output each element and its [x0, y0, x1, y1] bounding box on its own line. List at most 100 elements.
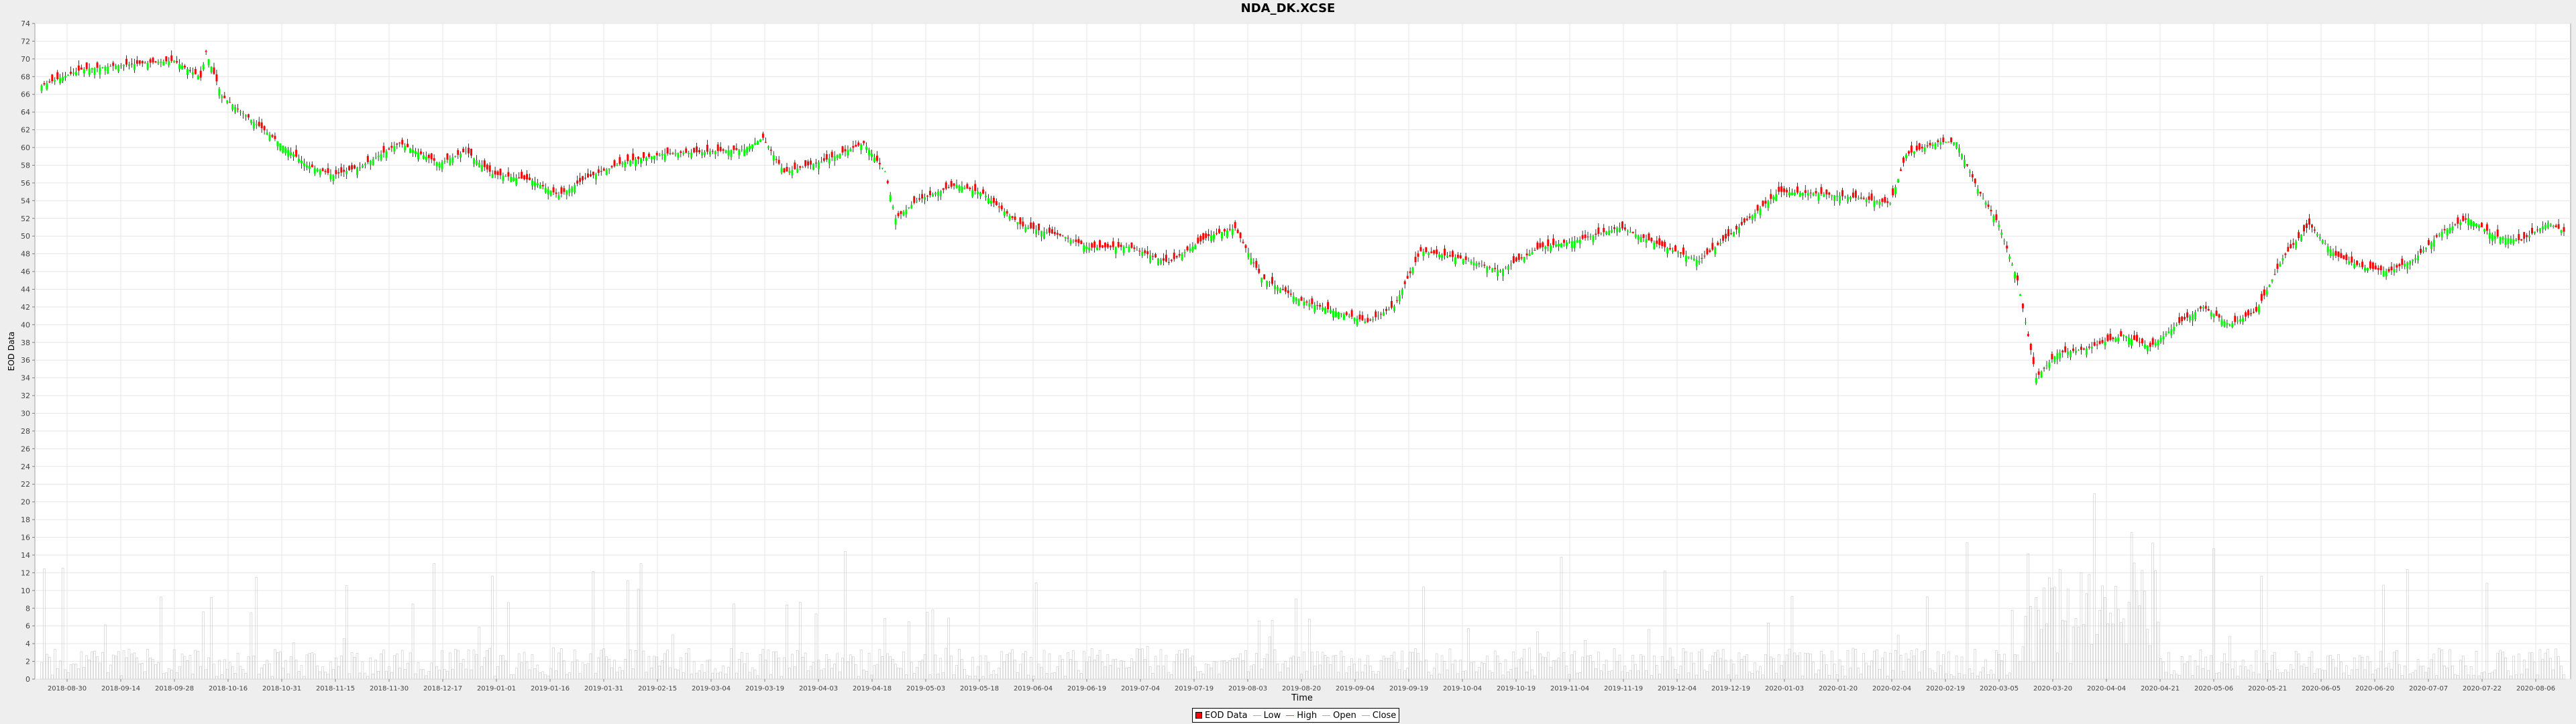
volume-bar [857, 676, 860, 680]
volume-bar [1369, 665, 1372, 680]
volume-bar [1496, 656, 1499, 680]
candle-up [663, 154, 666, 161]
volume-bar [1067, 652, 1069, 680]
candle-up [99, 67, 101, 74]
candle-down [555, 192, 557, 194]
volume-bar [1260, 668, 1263, 680]
volume-bar [133, 652, 136, 680]
volume-bar [2316, 668, 2319, 680]
candle-up [971, 190, 974, 197]
candle-down [1345, 312, 1348, 315]
volume-bar [1823, 654, 1825, 680]
volume-bar [1888, 653, 1892, 680]
candle-up [2128, 337, 2131, 345]
candle-down [354, 165, 356, 169]
candle-up [1497, 269, 1499, 277]
volume-bar [1257, 620, 1260, 680]
candle-down [1080, 241, 1083, 245]
candle-up [62, 76, 64, 81]
volume-bar [1570, 654, 1574, 680]
volume-bar [236, 653, 239, 680]
volume-bar [1247, 671, 1250, 680]
volume-bar [393, 655, 396, 680]
candle-up [788, 170, 791, 174]
volume-bar [1250, 665, 1252, 680]
volume-bar [2244, 666, 2247, 680]
volume-bar [963, 668, 966, 680]
volume-bar [319, 671, 321, 680]
volume-bar [2340, 662, 2343, 680]
volume-bar [274, 649, 276, 680]
volume-bar [881, 656, 884, 680]
volume-bar [1207, 664, 1210, 680]
candle-down [1464, 256, 1467, 260]
volume-bar [2162, 662, 2165, 680]
volume-bar [544, 674, 547, 680]
candle-up [977, 192, 979, 194]
candle-up [2318, 237, 2321, 239]
candle-down [1228, 229, 1231, 230]
candle-down [1764, 200, 1767, 204]
volume-bar [1411, 652, 1414, 680]
y-tick-label: 36 [21, 356, 30, 365]
candle-up [1122, 247, 1125, 253]
candle-down [2306, 223, 2308, 229]
volume-bar [2396, 650, 2398, 680]
candle-up [250, 119, 252, 123]
volume-bar [441, 650, 443, 680]
candle-down [1417, 253, 1419, 257]
candle-down [1361, 315, 1364, 320]
candle-down [1656, 240, 1658, 244]
candle-down [1102, 245, 1104, 247]
candle-up [2279, 263, 2282, 267]
volume-bar [2504, 658, 2507, 680]
volume-bar [536, 664, 539, 680]
candle-up [449, 158, 451, 166]
volume-bar [356, 653, 359, 680]
candle-down [2351, 256, 2353, 263]
volume-bar [1337, 672, 1340, 680]
volume-bar [1828, 674, 1831, 680]
volume-bar [2178, 675, 2181, 680]
candle-up [478, 162, 480, 168]
candle-up [2165, 333, 2167, 335]
volume-bar [743, 663, 746, 680]
volume-bar [812, 662, 815, 680]
volume-bar [1634, 664, 1637, 680]
candle-up [2167, 331, 2170, 334]
volume-bar [1425, 660, 1428, 680]
volume-bar [680, 657, 682, 680]
volume-bar [1825, 664, 1828, 680]
candle-down [2215, 310, 2218, 316]
candle-up [1035, 229, 1038, 235]
candle-down [165, 56, 168, 62]
volume-bar [2387, 663, 2390, 680]
volume-bar [539, 672, 542, 680]
candle-up [1337, 312, 1340, 319]
candle-up [1502, 269, 1504, 276]
volume-bar [886, 653, 890, 680]
volume-bar [1640, 654, 1642, 680]
candle-up [1693, 259, 1695, 261]
candle-up [1393, 306, 1395, 311]
volume-bar [109, 664, 112, 680]
volume-bar [1626, 672, 1629, 680]
candle-up [2477, 225, 2480, 228]
volume-bar [1957, 673, 1961, 680]
candle-down [974, 184, 977, 191]
volume-bar [2135, 591, 2139, 680]
candle-down [48, 81, 51, 82]
volume-bar [446, 670, 449, 680]
candle-up [955, 184, 958, 188]
candle-down [1512, 256, 1515, 263]
candle-down [1048, 227, 1051, 233]
candle-down [529, 177, 531, 180]
candle-up [2196, 310, 2199, 312]
volume-bar [289, 656, 292, 680]
volume-bar [1796, 655, 1799, 680]
candle-down [1828, 192, 1831, 195]
volume-bar [358, 672, 362, 680]
candle-down [597, 169, 600, 173]
volume-bar [2406, 569, 2409, 680]
candle-down [815, 162, 817, 164]
